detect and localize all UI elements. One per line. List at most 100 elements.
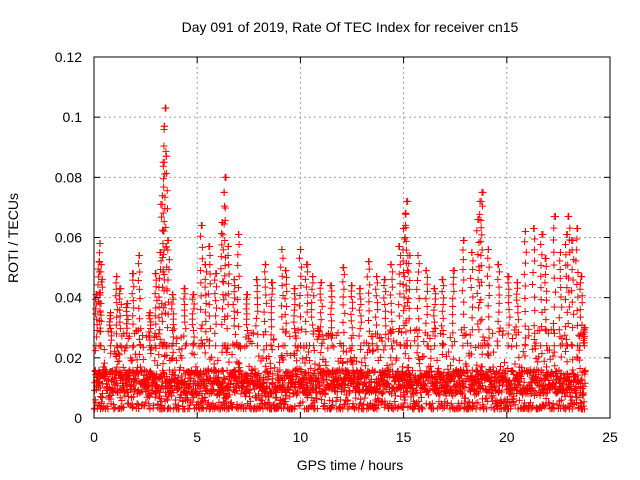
roti-point [278,282,286,290]
roti-point [484,254,492,262]
roti-point [339,318,347,326]
roti-point [127,357,135,365]
roti-point [401,234,409,242]
roti-point [147,318,155,326]
roti-point [283,287,291,295]
roti-point [286,393,294,401]
roti-point [431,332,439,340]
x-tick-label: 5 [193,429,201,445]
roti-point [107,342,115,350]
roti-point [155,351,163,359]
roti-point [423,273,431,281]
roti-point [467,350,475,358]
roti-point [283,302,291,310]
grid-lines [94,57,610,418]
roti-point [268,323,276,331]
roti-point [414,252,422,260]
roti-point [133,400,141,408]
roti-point [555,326,563,334]
roti-point [450,287,458,295]
roti-point [270,335,278,343]
roti-point [485,342,493,350]
roti-point [421,382,429,390]
roti-point [224,243,232,251]
roti-point [537,342,545,350]
roti-point [181,285,189,293]
roti-point [549,400,557,408]
roti-point [541,279,549,287]
roti-point [478,246,486,254]
roti-point [538,323,546,331]
roti-point [165,404,173,412]
roti-point [220,202,228,210]
roti-point [107,309,115,317]
roti-point [477,296,485,304]
roti-point [283,350,291,358]
roti-point [505,306,513,314]
roti-point [485,334,493,342]
roti-point [469,266,477,274]
roti-point [275,343,283,351]
roti-point [190,300,198,308]
roti-point [112,292,120,300]
roti-point [146,309,154,317]
roti-point [242,333,250,341]
roti-point [298,263,306,271]
roti-point [303,308,311,316]
roti-point [576,306,584,314]
roti-point [327,282,335,290]
roti-point [260,308,268,316]
roti-point [541,325,549,333]
x-tick-label: 15 [396,429,412,445]
roti-point [577,273,585,281]
roti-point [163,287,171,295]
roti-point [206,355,214,363]
roti-point [415,260,423,268]
roti-point [521,352,529,360]
roti-point [202,328,210,336]
roti-point [433,379,441,387]
roti-point [135,252,143,260]
roti-point [221,237,229,245]
roti-point [495,283,503,291]
roti-point [161,170,169,178]
roti-point [97,299,105,307]
roti-point [160,126,168,134]
roti-point [543,287,551,295]
roti-point [253,276,261,284]
roti-point [387,390,395,398]
roti-point [157,395,165,403]
roti-point [282,267,290,275]
roti-point [96,240,104,248]
roti-point [180,295,188,303]
roti-point [97,311,105,319]
roti-point [145,400,153,408]
roti-point [219,246,227,254]
roti-point [365,265,373,273]
roti-point [241,343,249,351]
roti-point [155,293,163,301]
roti-point [118,397,126,405]
roti-point [138,332,146,340]
roti-point [386,291,394,299]
roti-point [328,342,336,350]
roti-point [557,353,565,361]
roti-point [130,283,138,291]
roti-point [435,390,443,398]
roti-point [178,354,186,362]
roti-point [98,283,106,291]
roti-point [448,311,456,319]
roti-point [190,333,198,341]
roti-point [347,355,355,363]
roti-point [498,388,506,396]
roti-point [327,310,335,318]
roti-point [136,268,144,276]
roti-point [501,359,509,367]
roti-point [204,290,212,298]
roti-point [156,326,164,334]
roti-point [201,381,209,389]
roti-point [565,303,573,311]
roti-point [485,282,493,290]
roti-point [293,357,301,365]
roti-point [282,319,290,327]
